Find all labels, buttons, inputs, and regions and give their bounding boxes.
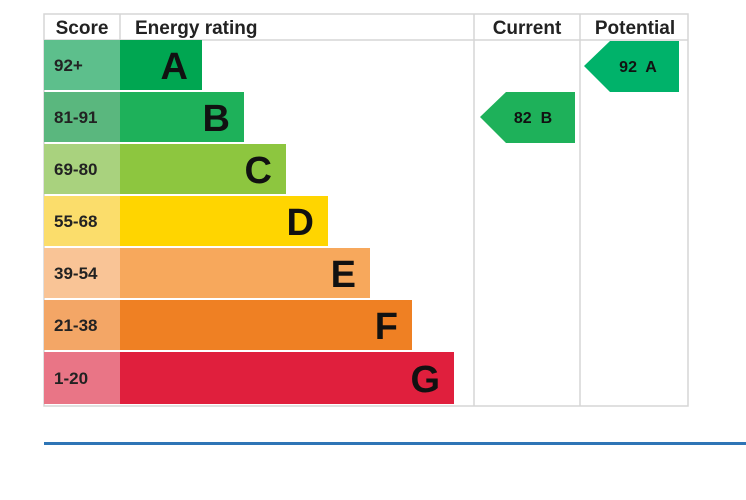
header-energy-rating: Energy rating bbox=[135, 18, 257, 39]
band-b-score: 81-91 bbox=[54, 108, 97, 127]
band-row-d: 55-68 D bbox=[44, 196, 328, 246]
band-b-letter: B bbox=[203, 98, 230, 140]
current-rating-label: 82 B bbox=[514, 110, 552, 127]
band-e-score: 39-54 bbox=[54, 264, 98, 283]
band-d-letter: D bbox=[287, 202, 314, 244]
band-e-letter: E bbox=[331, 254, 356, 296]
current-rating-indicator: 82 B bbox=[480, 92, 575, 143]
band-d-score-cell bbox=[44, 196, 120, 246]
band-g-letter: G bbox=[410, 359, 440, 401]
band-b-score-cell bbox=[44, 92, 120, 142]
header-score: Score bbox=[56, 18, 109, 39]
band-g-bar bbox=[120, 352, 454, 404]
band-row-a: 92+ A bbox=[44, 40, 202, 90]
potential-rating-indicator: 92 A bbox=[584, 41, 679, 92]
band-row-e: 39-54 E bbox=[44, 248, 370, 298]
band-f-bar bbox=[120, 300, 412, 350]
band-e-bar bbox=[120, 248, 370, 298]
band-g-score-cell bbox=[44, 352, 120, 404]
band-c-score-cell bbox=[44, 144, 120, 194]
band-d-bar bbox=[120, 196, 328, 246]
band-row-b: 81-91 B bbox=[44, 92, 244, 142]
band-a-score-cell bbox=[44, 40, 120, 90]
band-f-letter: F bbox=[375, 306, 398, 348]
band-c-letter: C bbox=[245, 150, 272, 192]
header-potential: Potential bbox=[595, 18, 675, 39]
potential-rating-label: 92 A bbox=[619, 59, 657, 76]
band-f-score: 21-38 bbox=[54, 316, 97, 335]
band-b-bar bbox=[120, 92, 244, 142]
band-e-score-cell bbox=[44, 248, 120, 298]
band-c-score: 69-80 bbox=[54, 160, 97, 179]
band-g-score: 1-20 bbox=[54, 369, 88, 388]
current-rating-arrow bbox=[480, 92, 575, 143]
band-a-score: 92+ bbox=[54, 56, 83, 75]
band-f-score-cell bbox=[44, 300, 120, 350]
header-current: Current bbox=[493, 18, 562, 39]
band-row-g: 1-20 G bbox=[44, 352, 454, 404]
bottom-divider-rule bbox=[44, 442, 746, 445]
band-d-score: 55-68 bbox=[54, 212, 97, 231]
band-a-bar bbox=[120, 40, 202, 90]
band-row-c: 69-80 C bbox=[44, 144, 286, 194]
band-c-bar bbox=[120, 144, 286, 194]
potential-rating-arrow bbox=[584, 41, 679, 92]
band-row-f: 21-38 F bbox=[44, 300, 412, 350]
band-a-letter: A bbox=[161, 46, 188, 88]
